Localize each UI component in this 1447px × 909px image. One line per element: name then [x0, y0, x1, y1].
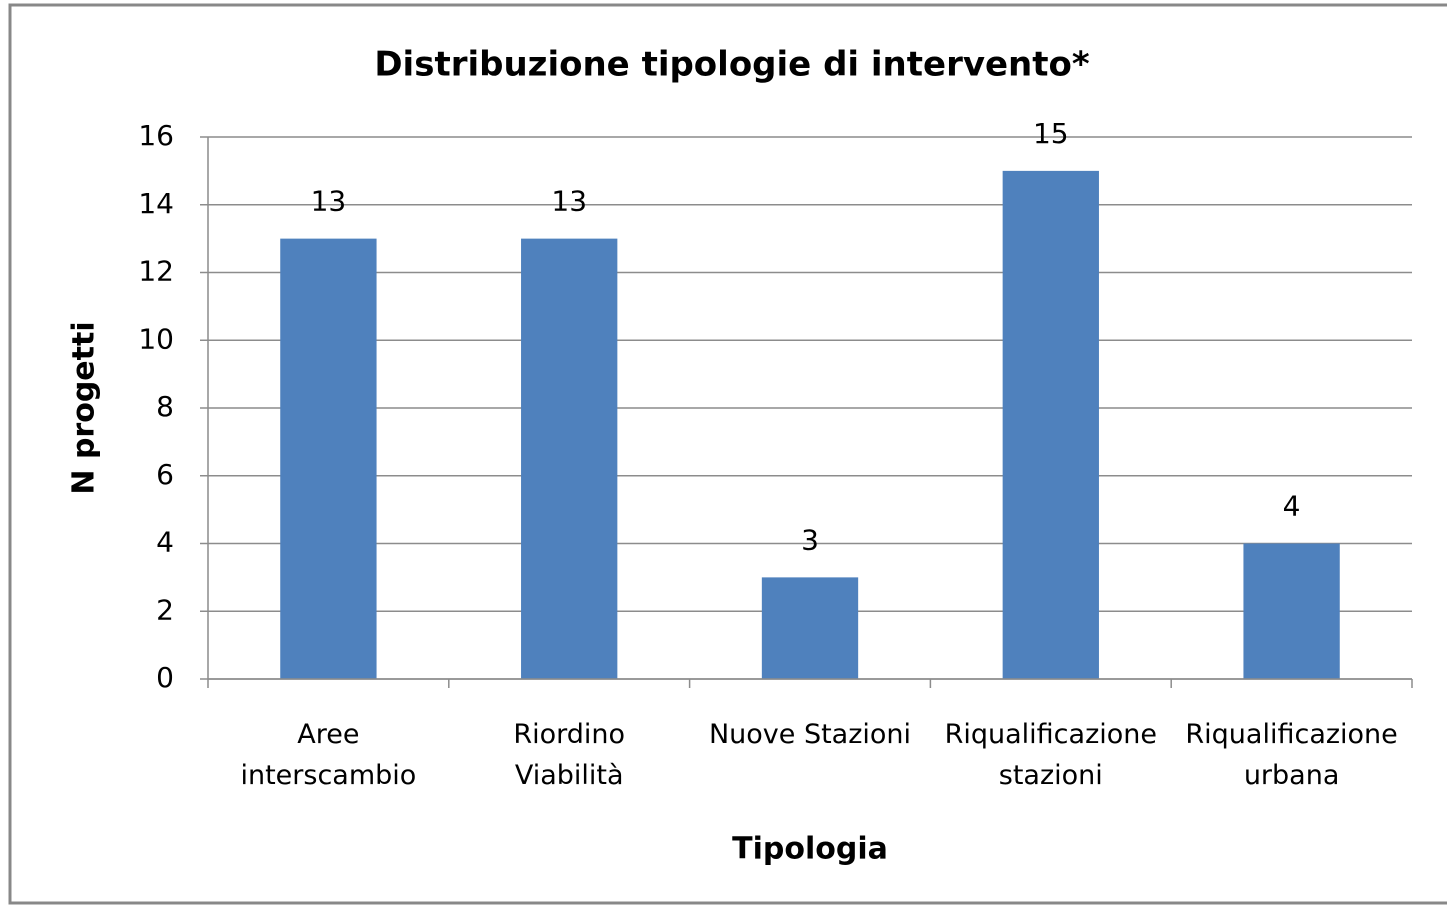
y-tick-label: 6: [156, 458, 174, 491]
y-tick-label: 14: [138, 187, 174, 220]
x-tick-label: Riqualificazione urbana: [1185, 719, 1398, 791]
y-tick-label: 16: [138, 119, 174, 152]
y-tick-label: 10: [138, 322, 174, 355]
data-label: 4: [1283, 490, 1301, 523]
bar: [280, 238, 377, 679]
bar: [1002, 170, 1099, 679]
bar: [521, 238, 618, 679]
data-label: 13: [551, 185, 587, 218]
y-tick-label: 8: [156, 390, 174, 423]
data-label: 15: [1033, 117, 1069, 150]
x-tick-label: Riqualificazione stazioni: [944, 719, 1157, 791]
data-label: 3: [801, 523, 819, 556]
data-label: 13: [311, 185, 347, 218]
y-tick-label: 12: [138, 255, 174, 288]
chart-frame: [8, 3, 1447, 905]
y-tick-label: 2: [156, 593, 174, 626]
x-tick-label: Nuove Stazioni: [708, 719, 912, 750]
bar: [1243, 543, 1340, 679]
x-axis-title: Tipologia: [732, 832, 888, 867]
y-tick-label: 4: [156, 526, 174, 559]
bar: [761, 577, 859, 679]
y-axis-title: N progetti: [67, 321, 102, 494]
x-tick-label: Riordino Viabilità: [513, 719, 626, 791]
x-tick-label: Aree interscambio: [240, 719, 417, 791]
y-tick-label: 0: [156, 661, 174, 694]
chart-title: Distribuzione tipologie di intervento*: [374, 45, 1090, 85]
